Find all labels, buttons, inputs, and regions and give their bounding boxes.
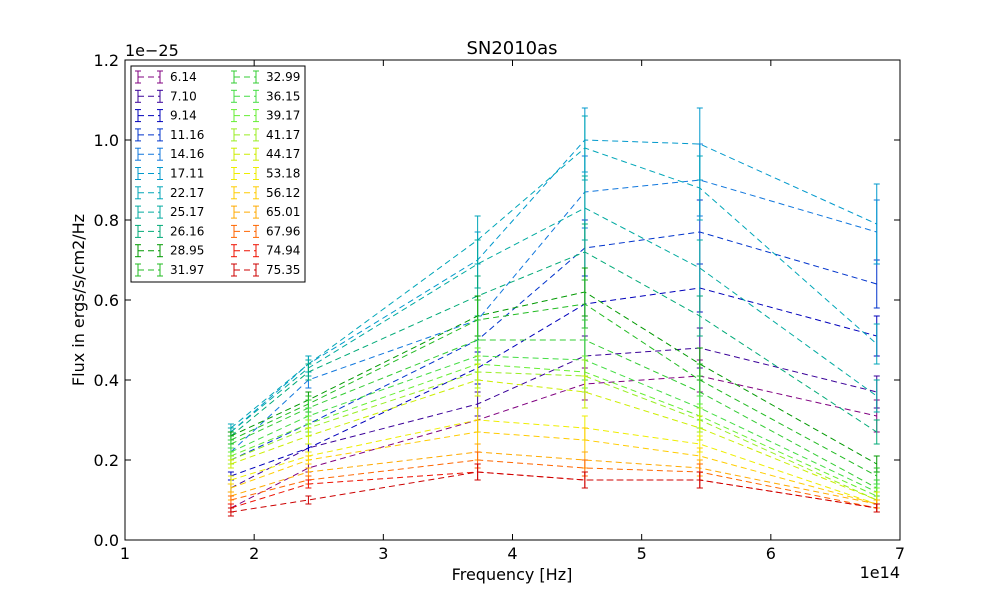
series-line (230, 355, 877, 493)
y-axis-label: Flux in ergs/s/cm2/Hz (69, 214, 88, 386)
legend-label: 75.35 (266, 263, 300, 277)
x-tick-label: 4 (507, 544, 517, 563)
y-tick-label: 0.0 (94, 531, 119, 550)
y-tick-label: 1.0 (94, 131, 119, 150)
legend-entry: 7.10 (135, 89, 197, 103)
series-line (230, 339, 877, 489)
legend-label: 44.17 (266, 147, 300, 161)
legend-entry: 41.17 (231, 128, 300, 142)
x-tick-label: 6 (766, 544, 776, 563)
legend-entry: 17.11 (135, 167, 204, 181)
series-line (230, 303, 877, 477)
x-axis-label: Frequency [Hz] (452, 565, 573, 584)
chart-title: SN2010as (466, 38, 557, 59)
legend-label: 41.17 (266, 128, 300, 142)
legend-label: 56.12 (266, 186, 300, 200)
legend: 6.14 7.10 9.14 11.16 14.16 17.11 22.17 25.17 26.… (130, 65, 306, 283)
series-line (230, 287, 877, 477)
legend-label: 17.11 (170, 167, 204, 181)
y-tick-label: 1.2 (94, 51, 119, 70)
x-axis-multiplier: 1e14 (860, 563, 900, 582)
legend-entry: 75.35 (231, 263, 300, 277)
legend-label: 39.17 (266, 109, 300, 123)
legend-entry: 26.16 (135, 224, 204, 238)
series-line (230, 231, 877, 461)
x-tick-label: 3 (378, 544, 388, 563)
legend-label: 11.16 (170, 128, 204, 142)
x-tick-label: 1 (120, 544, 130, 563)
series-line (230, 347, 877, 489)
legend-entry: 36.15 (231, 89, 300, 103)
legend-entry: 25.17 (135, 205, 204, 219)
y-tick-label: 0.8 (94, 211, 119, 230)
series-line (230, 375, 877, 509)
y-tick-label: 0.2 (94, 451, 119, 470)
legend-entry: 32.99 (231, 70, 300, 84)
legend-label: 14.16 (170, 147, 204, 161)
plot-frame (124, 59, 901, 541)
legend-entry: 74.94 (231, 244, 300, 258)
x-tick-label: 5 (637, 544, 647, 563)
legend-label: 28.95 (170, 244, 204, 258)
legend-entry: 11.16 (135, 128, 204, 142)
x-tick-label: 2 (249, 544, 259, 563)
legend-entry: 44.17 (231, 147, 300, 161)
legend-label: 7.10 (170, 89, 197, 103)
legend-entry: 9.14 (135, 109, 197, 123)
series-line (230, 207, 878, 433)
series-line (230, 471, 877, 513)
legend-label: 65.01 (266, 205, 300, 219)
legend-entry: 56.12 (231, 186, 300, 200)
legend-label: 74.94 (266, 244, 300, 258)
legend-label: 22.17 (170, 186, 204, 200)
legend-label: 31.97 (170, 263, 204, 277)
series-line (230, 251, 878, 437)
x-tick-label: 7 (895, 544, 905, 563)
legend-label: 26.16 (170, 224, 204, 238)
legend-label: 67.96 (266, 224, 300, 238)
legend-entry: 65.01 (231, 205, 300, 219)
series-line (230, 379, 877, 501)
y-axis-multiplier: 1e−25 (125, 41, 179, 60)
y-tick-label: 0.4 (94, 371, 119, 390)
legend-entry: 28.95 (135, 244, 204, 258)
legend-entry: 6.14 (135, 70, 197, 84)
legend-entry: 53.18 (231, 167, 300, 181)
legend-label: 32.99 (266, 70, 300, 84)
series-line (230, 451, 877, 505)
legend-entry: 39.17 (231, 109, 300, 123)
series-line (230, 147, 878, 429)
legend-entry: 67.96 (231, 224, 300, 238)
series-line (230, 139, 877, 433)
legend-entry: 14.16 (135, 147, 204, 161)
series-line (230, 291, 877, 465)
legend-entry: 31.97 (135, 263, 204, 277)
legend-entry: 22.17 (135, 186, 204, 200)
plot-marks (227, 107, 880, 517)
series-line (230, 459, 877, 509)
legend-label: 36.15 (266, 89, 300, 103)
legend-label: 6.14 (170, 70, 197, 84)
legend-label: 25.17 (170, 205, 204, 219)
series-75.35 (227, 463, 880, 517)
legend-label: 9.14 (170, 109, 197, 123)
legend-label: 53.18 (266, 167, 300, 181)
series-line (230, 371, 877, 501)
y-tick-label: 0.6 (94, 291, 119, 310)
